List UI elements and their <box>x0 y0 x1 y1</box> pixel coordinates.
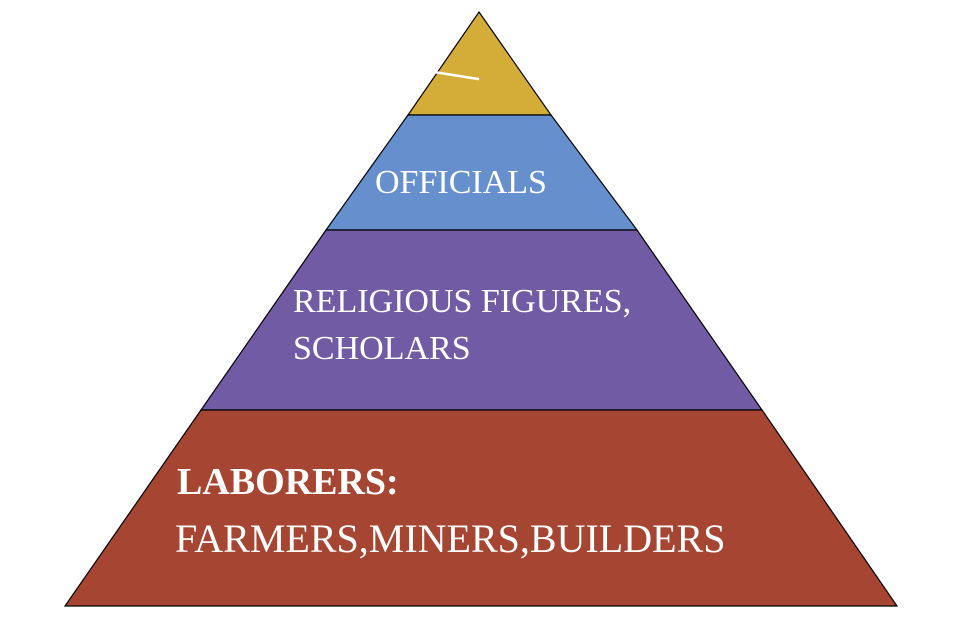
officials-label: OFFICIALS <box>375 164 547 201</box>
pyramid-tier-top <box>406 10 553 116</box>
religious-label-line-2: SCHOLARS <box>293 330 471 367</box>
laborers-label: FARMERS,MINERS,BUILDERS <box>175 516 725 561</box>
pyramid-tier-religious <box>199 229 764 411</box>
pyramid-tier-laborers <box>63 409 899 607</box>
religious-label-line-1: RELIGIOUS FIGURES, <box>293 283 631 320</box>
laborers-heading: LABORERS: <box>177 461 399 503</box>
top-tier-mark <box>432 70 480 81</box>
